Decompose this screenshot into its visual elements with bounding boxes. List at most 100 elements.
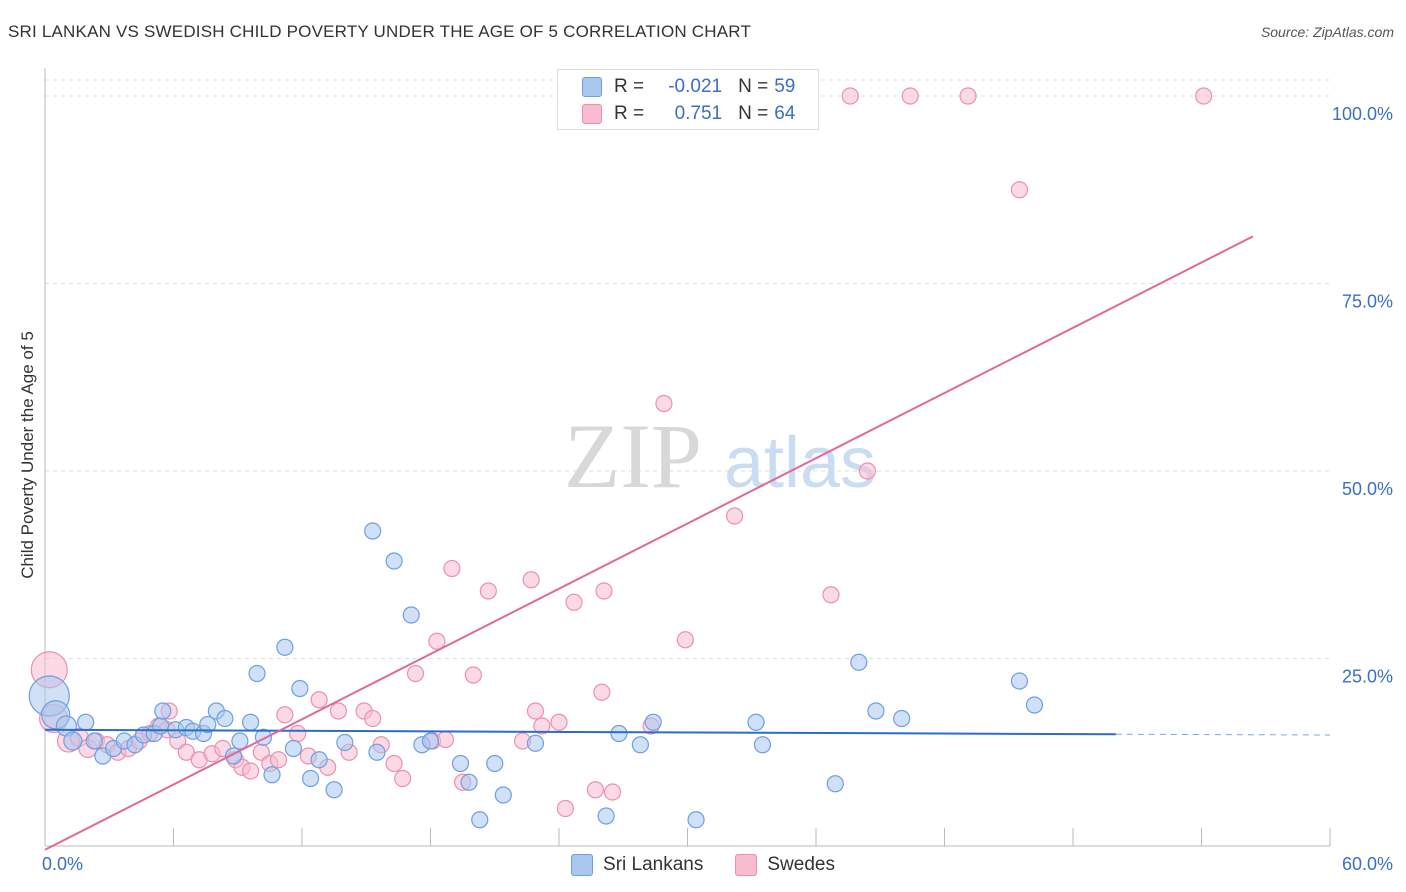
data-point [565,593,583,611]
data-point [289,724,307,743]
data-point [676,631,694,649]
series-legend: Sri Lankans Swedes [0,852,1406,878]
source-label: Source: ZipAtlas.com [1260,24,1394,40]
legend-item-swedes[interactable]: Swedes [735,854,835,876]
data-point [460,773,478,791]
data-point [841,87,859,105]
data-point [310,751,328,769]
data-point [231,732,249,750]
data-point [1025,696,1044,714]
sri-lankans-trend-extension [1115,733,1331,736]
data-point [385,552,403,570]
data-point [556,799,575,818]
data-point [901,87,919,105]
data-point [368,743,386,761]
data-point [595,582,613,600]
sri-lankans-trend-line [44,728,1116,736]
r-label: R = [614,103,645,124]
data-point [406,664,425,683]
data-point [451,754,470,773]
y-tick-label: 100.0% [1332,104,1393,124]
data-point [1010,181,1029,199]
data-point [152,717,170,735]
sri-lankans-points [28,522,1044,829]
swedes-trend-line [44,235,1254,851]
data-point [655,394,673,413]
data-point [276,638,294,656]
data-point [77,713,95,731]
pink-swatch [735,854,758,876]
data-point [603,783,622,801]
data-point [154,702,172,720]
data-point [687,811,705,829]
data-point [644,713,662,731]
r-value: -0.021 [668,76,723,97]
data-point [753,736,772,754]
tick-labels: 25.0% 50.0% 75.0% 100.0% 0.0% 60.0% [42,104,1393,874]
data-point [550,713,568,731]
data-point [177,743,195,761]
n-label: N = [738,103,769,124]
data-point [464,666,482,684]
data-point [526,734,545,752]
data-point [248,664,266,683]
data-point [428,632,446,650]
watermark-zip: ZIP [564,405,702,507]
blue-swatch [582,77,602,97]
data-point [436,730,455,749]
swedes-points [30,87,1213,818]
data-point [597,807,615,825]
data-point [310,691,328,709]
data-point [747,713,765,731]
data-point [364,522,382,540]
n-label: N = [738,76,769,97]
x-tick-label: 60.0% [1342,854,1393,874]
data-point [284,739,303,758]
watermark: ZIP atlas [564,405,876,507]
data-point [593,683,611,701]
data-point [443,559,461,578]
data-point [216,709,234,728]
pink-swatch [582,104,602,124]
data-point [867,702,885,720]
data-point [486,754,504,773]
data-point [533,717,551,735]
data-point [822,586,840,604]
legend-item-sri-lankans[interactable]: Sri Lankans [571,854,703,876]
data-point [522,571,540,589]
stats-row-sri-lankans: R = -0.021 N = 59 [582,75,795,99]
data-point [329,702,348,720]
r-value: 0.751 [674,103,723,124]
trend-lines [44,235,1331,851]
data-point [1195,87,1213,105]
data-point [394,769,412,788]
blue-swatch [571,854,594,876]
stats-row-swedes: R = 0.751 N = 64 [582,102,795,126]
data-point [63,731,83,751]
y-tick-label: 25.0% [1342,667,1393,687]
y-tick-label: 50.0% [1342,479,1393,499]
data-point [826,775,844,793]
r-label: R = [614,76,645,97]
data-point [610,724,628,743]
data-point [385,754,403,773]
data-point [471,811,489,829]
data-point [276,706,294,724]
data-point [479,582,497,600]
data-point [631,736,649,754]
legend-label: Swedes [767,854,835,875]
legend-label: Sri Lankans [603,854,704,875]
grid-lines [45,79,1330,659]
data-point [586,781,605,799]
data-point [421,732,440,750]
watermark-atlas: atlas [724,423,876,503]
data-point [325,781,343,799]
stats-legend: R = -0.021 N = 59 R = 0.751 N = 64 [557,69,819,130]
data-point [269,751,288,769]
n-value: 59 [774,76,796,97]
data-point [301,769,320,788]
data-point [893,709,911,728]
n-value: 64 [774,103,796,124]
data-point [726,507,744,525]
